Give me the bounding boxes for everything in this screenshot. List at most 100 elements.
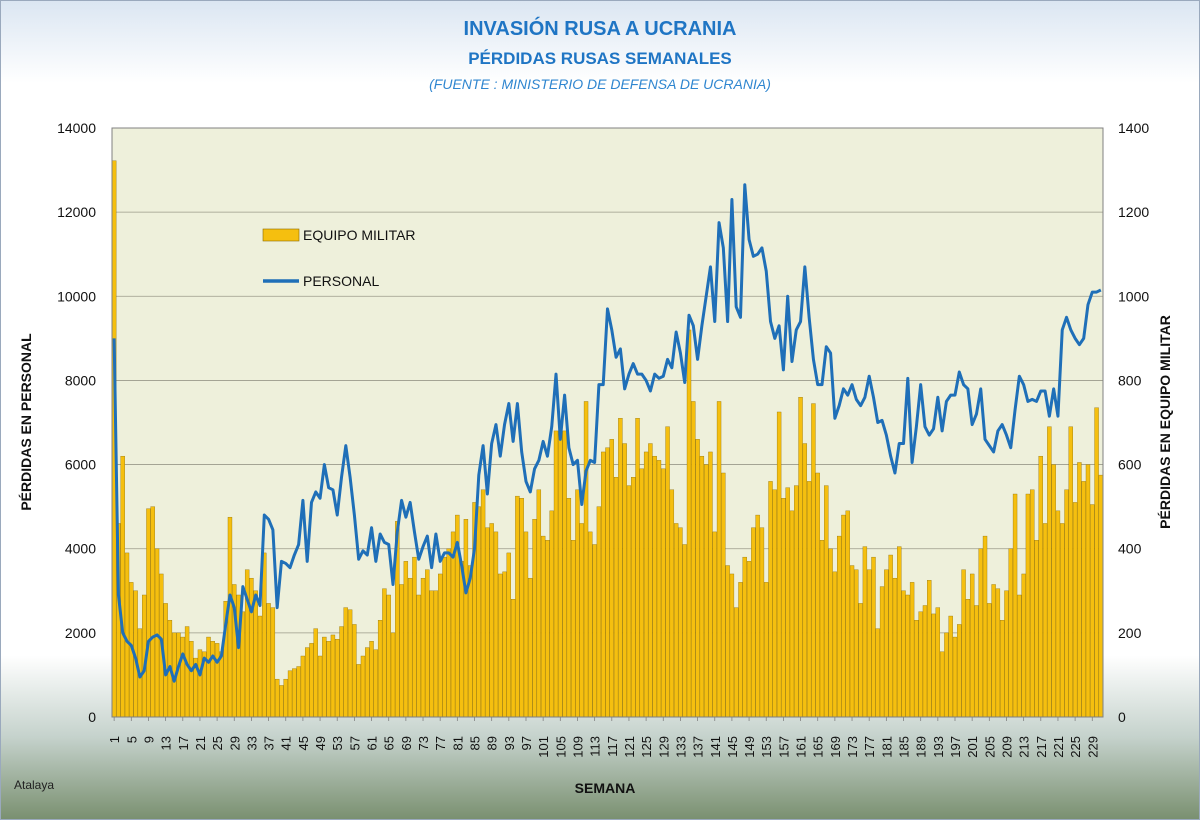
bar: [605, 447, 610, 718]
y-tick-label: 10000: [57, 288, 96, 304]
bar: [549, 510, 554, 718]
bar: [918, 611, 923, 718]
bar: [326, 641, 331, 718]
x-tick-label: 133: [673, 736, 688, 758]
bar: [708, 451, 713, 718]
x-tick-label: 185: [897, 736, 912, 758]
y2-tick-label: 200: [1118, 625, 1142, 641]
bar: [390, 632, 396, 718]
bar: [274, 678, 280, 718]
bar: [317, 655, 323, 718]
x-tick-label: 93: [502, 736, 517, 750]
legend: EQUIPO MILITAR PERSONAL: [262, 227, 416, 289]
x-tick-label: 13: [159, 736, 174, 750]
bar: [287, 670, 293, 718]
bar: [785, 487, 790, 718]
bar: [257, 615, 263, 718]
bar: [776, 411, 782, 718]
bar: [575, 489, 580, 718]
bar: [425, 569, 430, 718]
bar: [982, 535, 988, 718]
x-tick-label: 33: [244, 736, 259, 750]
right-axis-ticks: 0 200 400 600 800 1000 1200 1400: [1118, 120, 1149, 725]
legend-swatch-equipo: [262, 228, 300, 242]
bar: [957, 624, 962, 718]
bar: [944, 632, 949, 718]
x-tick-label: 201: [965, 736, 980, 758]
x-tick-label: 65: [382, 736, 397, 750]
x-tick-label: 105: [553, 736, 568, 758]
bar: [180, 636, 185, 718]
bar: [794, 485, 799, 718]
bar: [931, 613, 936, 718]
x-tick-label: 61: [365, 736, 380, 750]
x-tick-label: 117: [605, 736, 620, 757]
bar: [712, 531, 717, 718]
bar: [219, 651, 224, 718]
bar: [759, 527, 765, 718]
bar: [987, 603, 992, 718]
bar: [742, 556, 747, 718]
left-axis-ticks: 0 2000 4000 6000 8000 10000 12000 14000: [57, 120, 96, 725]
bar: [150, 506, 155, 718]
bar: [588, 531, 593, 718]
bar: [266, 603, 271, 718]
watermark: Atalaya: [14, 778, 55, 792]
bar: [815, 472, 820, 718]
bar: [532, 519, 537, 718]
bar: [622, 443, 627, 718]
bar: [969, 573, 975, 718]
personal-line: [112, 183, 1102, 683]
chart-title: INVASIÓN RUSA A UCRANIA: [463, 18, 737, 40]
bar: [1000, 620, 1005, 718]
bar: [403, 561, 409, 718]
y-tick-label: 12000: [57, 204, 96, 220]
chart-source: (FUENTE : MINISTERIO DE DEFENSA DE UCRAN…: [429, 76, 771, 92]
bar: [729, 573, 735, 718]
x-axis-ticks: 1 5 9 13 17 21 25 29 33 37 41 45 49 53 57 61 65 69 73 77 81 8…: [107, 717, 1100, 758]
bar: [686, 329, 692, 718]
bar: [922, 605, 928, 718]
bar: [939, 651, 945, 718]
bar: [412, 556, 417, 718]
bar: [214, 643, 220, 718]
bar: [369, 641, 374, 718]
x-tick-label: 169: [828, 736, 843, 758]
y-tick-label: 4000: [65, 541, 96, 557]
x-tick-label: 29: [227, 736, 242, 750]
bar: [438, 573, 443, 718]
x-tick-label: 129: [656, 736, 671, 758]
bar: [502, 571, 507, 718]
y2-tick-label: 800: [1118, 372, 1142, 388]
x-tick-label: 221: [1051, 736, 1066, 758]
x-tick-label: 37: [262, 736, 277, 750]
bar: [356, 664, 361, 718]
bar: [965, 599, 971, 718]
bar: [583, 401, 589, 718]
bar: [523, 531, 529, 718]
bar: [197, 649, 203, 718]
x-tick-label: 197: [948, 736, 963, 758]
bar: [1042, 523, 1048, 718]
bar: [343, 607, 348, 718]
bar: [618, 418, 623, 718]
x-tick-label: 49: [313, 736, 328, 750]
bar: [802, 443, 808, 718]
bar: [579, 523, 584, 718]
bar: [377, 620, 383, 718]
bar: [725, 565, 730, 718]
bar: [519, 498, 524, 718]
bar: [927, 580, 932, 718]
x-tick-label: 57: [347, 736, 362, 750]
bar: [1090, 504, 1095, 718]
bar: [1012, 493, 1018, 718]
bar: [1047, 426, 1052, 718]
bar: [832, 571, 838, 718]
bar: [596, 506, 602, 718]
bar: [189, 641, 194, 718]
bar: [292, 668, 297, 718]
bar: [558, 430, 563, 718]
bar: [678, 527, 683, 718]
bar: [862, 546, 868, 718]
x-tick-label: 85: [468, 736, 483, 750]
